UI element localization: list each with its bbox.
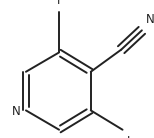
Text: N: N xyxy=(12,105,20,118)
Text: I: I xyxy=(57,0,61,7)
Text: I: I xyxy=(127,135,130,138)
Text: N: N xyxy=(146,13,154,26)
